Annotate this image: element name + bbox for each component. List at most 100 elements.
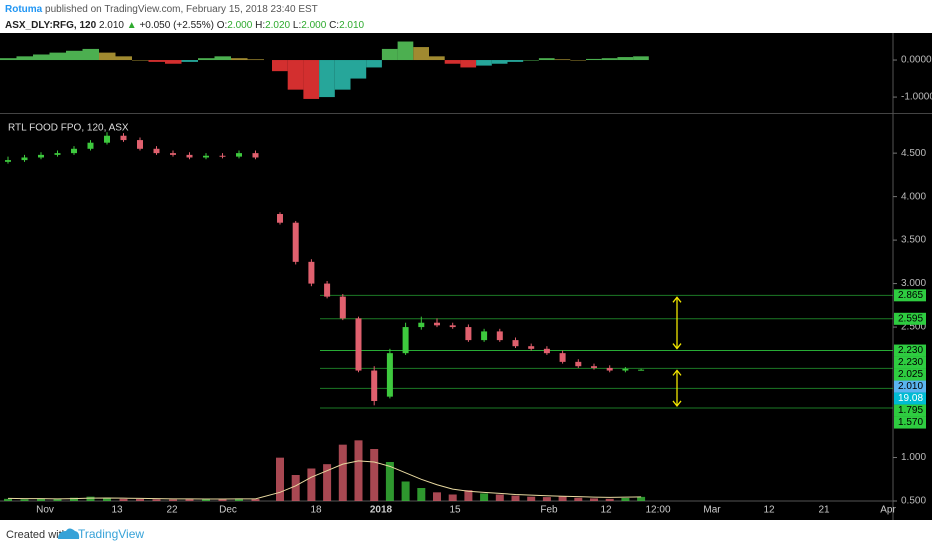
osc-bar [303, 60, 320, 99]
volume-bar [136, 499, 144, 501]
l-label: L: [293, 20, 301, 31]
candle-body [449, 325, 456, 328]
osc-bar [198, 58, 215, 61]
candle-body [219, 155, 226, 157]
x-tick-label: Apr [880, 505, 896, 516]
volume-bar [354, 440, 363, 501]
volume-bar [480, 493, 489, 501]
arrow: ▲ [127, 20, 137, 31]
brand-logo [58, 528, 80, 539]
osc-bar [617, 57, 634, 61]
candle-body [418, 322, 425, 328]
osc-bar [334, 60, 351, 90]
c-value: 2.010 [339, 20, 364, 31]
volume-bar [251, 499, 260, 501]
x-tick-label: Nov [36, 505, 54, 516]
candle-body [38, 154, 44, 158]
candle-body [434, 322, 440, 326]
candle-body [87, 142, 94, 149]
osc-bar [476, 60, 492, 66]
price-label: 1.795 [898, 405, 923, 416]
volume-bar [385, 462, 394, 501]
volume-bar [338, 444, 347, 501]
osc-bar [272, 60, 288, 72]
volume-bar [70, 497, 78, 501]
candle-body [236, 153, 242, 157]
osc-bar [0, 58, 17, 61]
candle-body [528, 346, 535, 349]
price-label-box [894, 289, 926, 302]
candle-body [355, 318, 362, 371]
osc-bar [633, 56, 649, 61]
candle-body [591, 366, 597, 368]
candle-body [252, 153, 259, 158]
candle-body [104, 135, 110, 143]
price-label: 2.230 [898, 345, 923, 356]
x-tick-label: 18 [310, 505, 322, 516]
candle-body [21, 157, 28, 161]
osc-tick-label: -1.0000 [901, 92, 932, 103]
volume-bar [169, 499, 177, 501]
candle-body [308, 261, 315, 284]
chart-area [0, 33, 932, 520]
osc-bar [381, 48, 398, 61]
osc-bar [247, 59, 264, 61]
o-value: 2.000 [227, 20, 252, 31]
osc-bar [82, 48, 99, 61]
volume-bar [103, 497, 111, 501]
header-bar [0, 0, 932, 33]
volume-bar [401, 481, 410, 501]
volume-ma [7, 460, 642, 500]
price-label-box [894, 312, 926, 325]
author[interactable]: Rotuma [5, 4, 43, 15]
candle-body [496, 331, 503, 341]
c-label: C: [329, 20, 339, 31]
candle-body [54, 153, 61, 155]
osc-bar [49, 52, 66, 61]
candle-body [371, 370, 378, 401]
price-label: 2.010 [898, 381, 923, 392]
osc-bar [460, 60, 477, 68]
volume-bar [235, 498, 243, 501]
candle-body [203, 155, 209, 158]
osc-bar [444, 60, 461, 64]
price-label: 2.230 [898, 357, 923, 368]
x-tick-label: 12 [763, 505, 775, 516]
osc-bar [181, 60, 198, 62]
volume-bar [621, 497, 630, 501]
osc-tick-label: 0.0000 [901, 55, 932, 66]
osc-bar [99, 52, 116, 61]
volume-bar [276, 457, 284, 501]
volume-bar [417, 488, 426, 501]
volume-bar [20, 499, 29, 501]
osc-bar [397, 41, 414, 61]
brand[interactable]: TradingView [78, 527, 144, 541]
volume-bar [605, 498, 614, 501]
price-label-box [894, 392, 926, 405]
volume-bar [119, 498, 128, 501]
candle-body [543, 348, 550, 354]
price-label: 2.595 [898, 313, 923, 324]
x-tick-label: 22 [166, 505, 178, 516]
x-tick-label: 12 [600, 505, 612, 516]
volume-bar [37, 498, 45, 501]
x-tick-label: 13 [111, 505, 123, 516]
candle-body [153, 148, 160, 154]
l-value: 2.000 [301, 20, 326, 31]
volume-bar [574, 497, 583, 501]
price-tick-label: 4.000 [901, 191, 926, 202]
legend-line: ASX_DLY:RFG, 120 2.010 ▲ +0.050 (+2.55%)… [5, 20, 365, 31]
footer-bar [0, 520, 932, 550]
osc-bar [214, 56, 231, 61]
price-tick-label: 2.500 [901, 322, 926, 333]
candle-body [170, 153, 176, 155]
osc-bar [132, 60, 149, 61]
price-tick-label: 3.000 [901, 278, 926, 289]
candle-body [386, 353, 393, 397]
h-label: H: [255, 20, 265, 31]
candle-body [606, 367, 613, 371]
osc-bar [16, 56, 33, 61]
volume-bar [527, 496, 536, 501]
candle-body [402, 327, 409, 354]
